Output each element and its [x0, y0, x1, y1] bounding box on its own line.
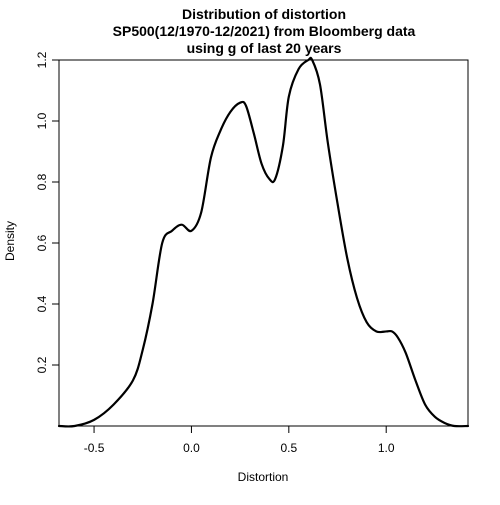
series-group [59, 58, 468, 427]
y-axis-title: Density [3, 221, 17, 261]
x-tick-label: -0.5 [84, 441, 105, 455]
chart-title: Distribution of distortion SP500(12/1970… [113, 6, 416, 56]
plot-frame [59, 60, 468, 426]
chart-title-line-2: SP500(12/1970-12/2021) from Bloomberg da… [113, 23, 416, 39]
x-axis: -0.5 0.0 0.5 1.0 [84, 426, 395, 455]
y-tick-label: 0.4 [35, 295, 49, 312]
x-tick-label: 1.0 [378, 441, 395, 455]
x-axis-title: Distortion [238, 470, 289, 484]
x-tick-label: 0.0 [183, 441, 200, 455]
x-tick-label: 0.5 [280, 441, 297, 455]
y-tick-label: 1.2 [35, 51, 49, 68]
y-tick-label: 0.2 [35, 356, 49, 373]
chart-title-line-1: Distribution of distortion [182, 6, 346, 22]
chart-title-line-3: using g of last 20 years [187, 40, 342, 56]
y-tick-label: 0.6 [35, 234, 49, 251]
density-curve [59, 58, 468, 427]
y-axis: 0.2 0.4 0.6 0.8 1.0 1.2 [35, 51, 59, 373]
y-tick-label: 1.0 [35, 112, 49, 129]
y-tick-label: 0.8 [35, 173, 49, 190]
